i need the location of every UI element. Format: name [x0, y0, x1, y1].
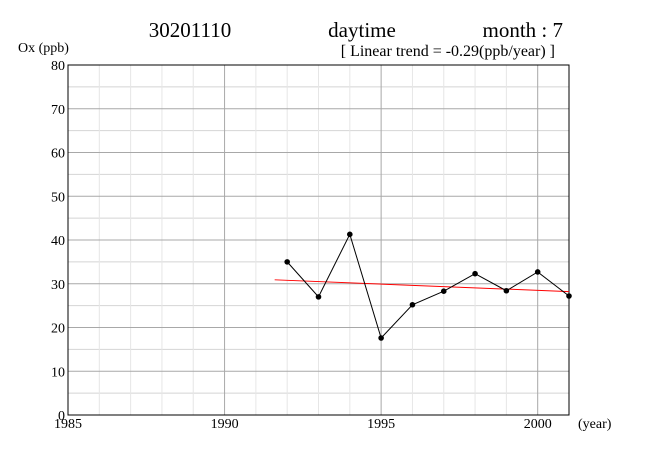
y-axis-label: Ox (ppb)	[18, 41, 69, 56]
x-axis-label: (year)	[578, 417, 612, 432]
data-point	[315, 294, 322, 300]
data-point	[409, 301, 416, 308]
data-point	[534, 269, 541, 275]
station-code: 30201110	[149, 18, 231, 42]
y-tick-label: 50	[51, 190, 65, 205]
plot-frame	[67, 64, 570, 416]
y-tick-label: 10	[51, 365, 65, 380]
y-tick-label: 40	[51, 234, 65, 249]
data-point	[566, 293, 572, 299]
data-point	[378, 335, 384, 341]
data-points	[284, 231, 572, 341]
trend-label: [ Linear trend = -0.29(ppb/year) ]	[341, 43, 555, 60]
data-point	[284, 259, 290, 265]
x-tick-label: 1990	[211, 417, 239, 432]
y-tick-label: 70	[51, 103, 65, 118]
data-point	[472, 270, 478, 277]
y-tick-label: 20	[51, 322, 65, 337]
y-tick-label: 30	[51, 278, 65, 293]
x-tick-label: 1985	[54, 417, 82, 432]
period-label: daytime	[328, 18, 396, 42]
data-point	[503, 287, 510, 294]
data-point	[347, 231, 353, 238]
linear-trend-line	[274, 279, 570, 293]
y-tick-label: 0	[58, 409, 65, 424]
series-line	[286, 232, 570, 339]
x-tick-label: 1995	[367, 417, 395, 432]
month-label: month : 7	[482, 18, 563, 42]
y-tick-labels: 0 10 20 30 40 50 60 70 80	[51, 59, 65, 424]
x-tick-label: 2000	[524, 417, 552, 432]
y-tick-label: 60	[51, 147, 65, 162]
x-tick-labels: 1985 1990 1995 2000	[54, 417, 552, 432]
data-point	[440, 288, 447, 294]
y-tick-label: 80	[51, 59, 65, 74]
